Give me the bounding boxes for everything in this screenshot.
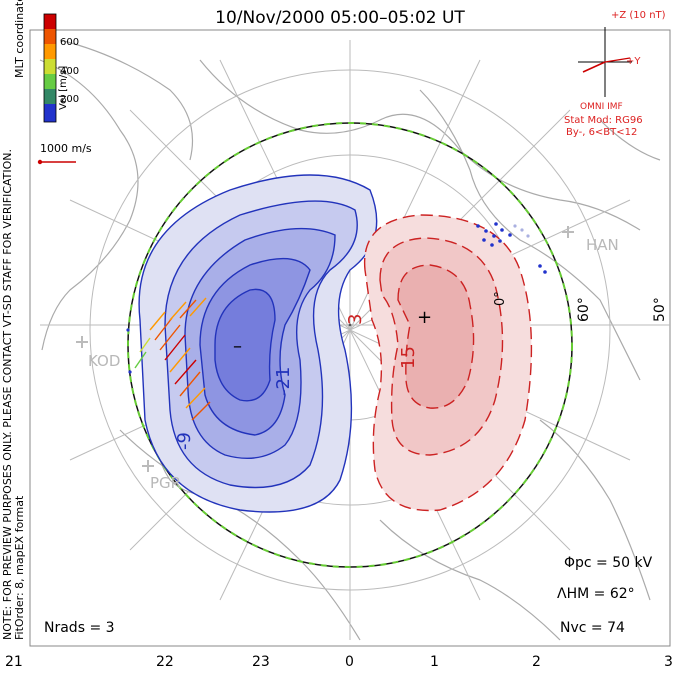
latitude-label-60: 60° bbox=[576, 297, 592, 322]
velocity-vectors bbox=[134, 297, 211, 421]
station-han: HAN bbox=[586, 236, 619, 254]
colorbar-tick-200: 200 bbox=[60, 94, 80, 105]
map-frame bbox=[29, 29, 671, 647]
coordinates-note: MLT coordinates bbox=[13, 0, 26, 78]
mlt-tick-0: 0 bbox=[345, 654, 354, 670]
velocity-dots-faint bbox=[513, 224, 530, 238]
stat-radar-count: Nrads = 3 bbox=[44, 620, 115, 636]
fit-order-note: FitOrder: 8, mapEX format bbox=[13, 495, 26, 640]
imf-y-label: +Y bbox=[626, 56, 641, 67]
hm-boundary-dashes bbox=[127, 122, 573, 568]
stat-hm-latitude: ΛHM = 62° bbox=[557, 586, 635, 602]
station-markers bbox=[76, 226, 574, 472]
mlt-tick-3: 3 bbox=[664, 654, 673, 670]
colorbar-tick-400: 400 bbox=[60, 66, 80, 77]
potential-maximum-marker: + bbox=[417, 307, 433, 328]
station-pgr: PGR bbox=[150, 474, 182, 492]
potential-minimum-marker: – bbox=[233, 336, 242, 357]
imf-condition: By-, 6<BT<12 bbox=[566, 127, 638, 138]
vector-scale bbox=[37, 159, 76, 165]
latitude-label-50: 50° bbox=[652, 297, 668, 322]
mlt-tick-21: 21 bbox=[5, 654, 23, 670]
imf-dial bbox=[578, 27, 632, 97]
contour-label-15: 15 bbox=[398, 346, 419, 369]
mlt-tick-1: 1 bbox=[430, 654, 439, 670]
positive-cell bbox=[363, 214, 533, 512]
mlt-tick-22: 22 bbox=[156, 654, 174, 670]
imf-source: OMNI IMF bbox=[580, 102, 623, 112]
colorbar-tick-600: 600 bbox=[60, 37, 80, 48]
longitude-label: 0° bbox=[493, 291, 508, 306]
mlt-tick-23: 23 bbox=[252, 654, 270, 670]
station-kod: KOD bbox=[88, 352, 121, 370]
contour-label-minus-21: -21 bbox=[273, 366, 294, 396]
imf-model: Stat Mod: RG96 bbox=[564, 115, 643, 126]
velocity-dots bbox=[126, 222, 547, 374]
magnetic-pole bbox=[348, 323, 352, 327]
mlt-tick-2: 2 bbox=[532, 654, 541, 670]
negative-cell bbox=[138, 174, 378, 513]
stat-cross-polar-potential: Φpc = 50 kV bbox=[564, 555, 653, 571]
colorbar bbox=[43, 13, 57, 123]
contour-label-3: 3 bbox=[345, 313, 366, 325]
imf-z-label: +Z (10 nT) bbox=[611, 10, 666, 21]
stat-vector-count: Nvc = 74 bbox=[560, 620, 625, 636]
contour-label-minus-9: -9 bbox=[174, 432, 195, 450]
map-title: 10/Nov/2000 05:00–05:02 UT bbox=[215, 8, 465, 28]
coastlines bbox=[39, 39, 661, 641]
vector-scale-label: 1000 m/s bbox=[40, 142, 92, 155]
